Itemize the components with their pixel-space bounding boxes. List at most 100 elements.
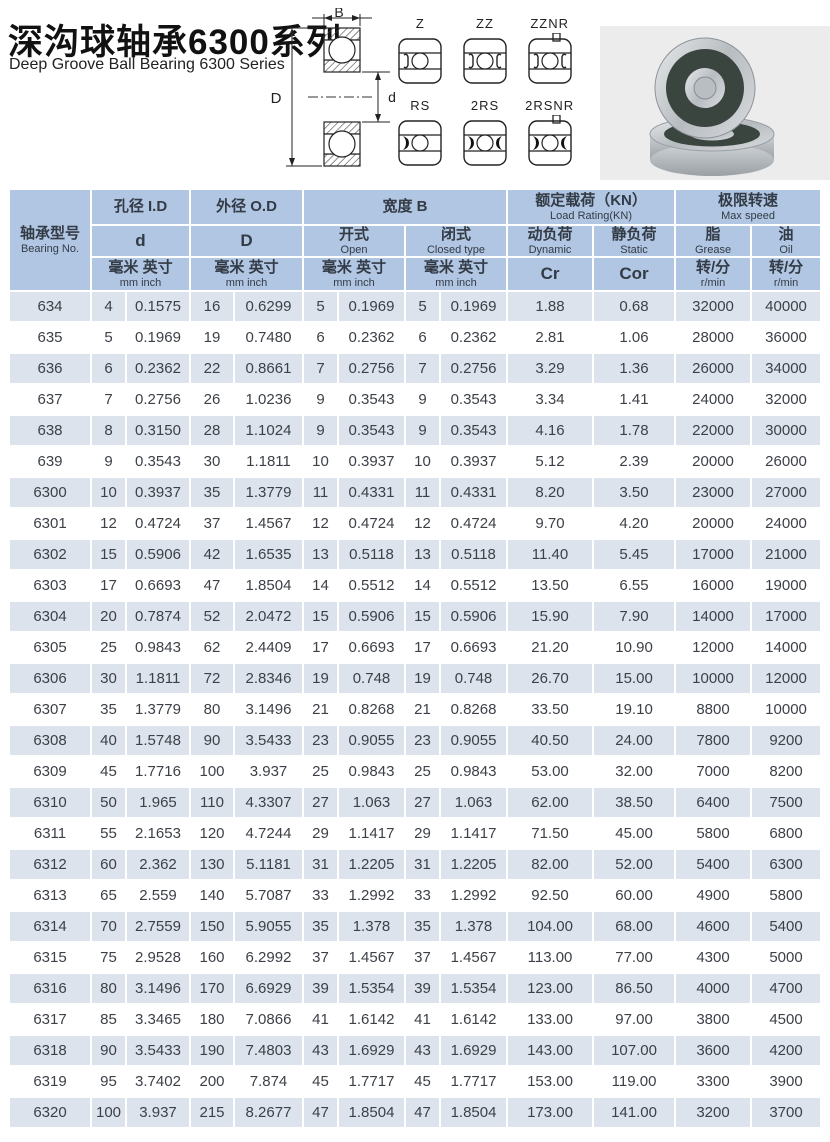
spec-cell: 14 bbox=[304, 571, 337, 600]
spec-cell: 7500 bbox=[752, 788, 821, 817]
header-cn: 转/分 bbox=[695, 259, 731, 276]
bearing-no-cell: 6315 bbox=[10, 943, 90, 972]
spec-cell: 9 bbox=[406, 385, 439, 414]
spec-cell: 6300 bbox=[752, 850, 821, 879]
header-en: Oil bbox=[779, 244, 793, 256]
spec-cell: 19 bbox=[191, 323, 233, 352]
spec-cell: 60.00 bbox=[594, 881, 675, 910]
spec-cell: 0.1969 bbox=[127, 323, 189, 352]
col-header-d: d bbox=[92, 226, 189, 256]
spec-cell: 20 bbox=[92, 602, 125, 631]
spec-cell: 1.7717 bbox=[339, 1067, 404, 1096]
spec-cell: 0.1969 bbox=[441, 292, 507, 321]
seal-type-label: ZZ bbox=[476, 16, 494, 31]
spec-cell: 16 bbox=[191, 292, 233, 321]
spec-cell: 9 bbox=[92, 447, 125, 476]
spec-cell: 1.5354 bbox=[339, 974, 404, 1003]
spec-cell: 43 bbox=[304, 1036, 337, 1065]
spec-cell: 3600 bbox=[676, 1036, 751, 1065]
spec-cell: 0.2756 bbox=[127, 385, 189, 414]
spec-cell: 0.748 bbox=[339, 664, 404, 693]
table-row: 6318 90 3.5433 190 7.4803 43 1.6929 43 1.6929 143… bbox=[10, 1036, 821, 1065]
spec-cell: 11 bbox=[406, 478, 439, 507]
spec-cell: 0.8661 bbox=[235, 354, 302, 383]
col-header-closed: 闭式 Closed type bbox=[406, 226, 507, 256]
spec-cell: 3.3465 bbox=[127, 1005, 189, 1034]
spec-cell: 35 bbox=[304, 912, 337, 941]
spec-cell: 21000 bbox=[752, 540, 821, 569]
spec-cell: 123.00 bbox=[508, 974, 593, 1003]
spec-cell: 80 bbox=[191, 695, 233, 724]
spec-cell: 80 bbox=[92, 974, 125, 1003]
spec-cell: 7 bbox=[304, 354, 337, 383]
bearing-no-cell: 6300 bbox=[10, 478, 90, 507]
spec-cell: 1.6535 bbox=[235, 540, 302, 569]
spec-cell: 133.00 bbox=[508, 1005, 593, 1034]
spec-cell: 45 bbox=[406, 1067, 439, 1096]
spec-cell: 3.937 bbox=[127, 1098, 189, 1127]
spec-cell: 26.70 bbox=[508, 664, 593, 693]
spec-cell: 7 bbox=[406, 354, 439, 383]
spec-cell: 1.4567 bbox=[441, 943, 507, 972]
dimension-B bbox=[312, 14, 372, 26]
header-en: r/min bbox=[700, 277, 726, 289]
bearing-no-cell: 6314 bbox=[10, 912, 90, 941]
spec-table-body: 634 4 0.1575 16 0.6299 5 0.1969 5 0.1969 1.88 0.68… bbox=[10, 292, 821, 1127]
spec-cell: 0.3543 bbox=[441, 416, 507, 445]
spec-cell: 4.7244 bbox=[235, 819, 302, 848]
bearing-no-cell: 6306 bbox=[10, 664, 90, 693]
spec-cell: 2.9528 bbox=[127, 943, 189, 972]
bearing-no-cell: 6318 bbox=[10, 1036, 90, 1065]
bearing-no-cell: 6320 bbox=[10, 1098, 90, 1127]
spec-cell: 25 bbox=[92, 633, 125, 662]
bearing-type-zznr-icon bbox=[527, 33, 572, 84]
spec-cell: 1.6142 bbox=[339, 1005, 404, 1034]
spec-cell: 40000 bbox=[752, 292, 821, 321]
spec-cell: 37 bbox=[406, 943, 439, 972]
table-row: 6309 45 1.7716 100 3.937 25 0.9843 25 0.9843 53.0… bbox=[10, 757, 821, 786]
bearing-no-cell: 639 bbox=[10, 447, 90, 476]
table-row: 635 5 0.1969 19 0.7480 6 0.2362 6 0.2362 2.81 1.06… bbox=[10, 323, 821, 352]
spec-cell: 92.50 bbox=[508, 881, 593, 910]
header-cn: 外径 O.D bbox=[216, 198, 277, 215]
bearing-no-cell: 6302 bbox=[10, 540, 90, 569]
spec-cell: 15 bbox=[92, 540, 125, 569]
spec-cell: 24000 bbox=[676, 385, 751, 414]
header-cn: 静负荷 bbox=[611, 226, 657, 243]
spec-cell: 0.9843 bbox=[339, 757, 404, 786]
seal-type-z: Z bbox=[390, 16, 451, 98]
spec-cell: 3700 bbox=[752, 1098, 821, 1127]
spec-cell: 17 bbox=[304, 633, 337, 662]
header-cn: 转/分 bbox=[768, 259, 804, 276]
spec-cell: 10.90 bbox=[594, 633, 675, 662]
spec-cell: 12000 bbox=[752, 664, 821, 693]
seal-type-2rs: 2RS bbox=[455, 98, 516, 180]
seal-type-rs: RS bbox=[390, 98, 451, 180]
spec-cell: 16000 bbox=[676, 571, 751, 600]
spec-cell: 21 bbox=[304, 695, 337, 724]
spec-cell: 28000 bbox=[676, 323, 751, 352]
spec-cell: 4 bbox=[92, 292, 125, 321]
spec-cell: 0.4724 bbox=[339, 509, 404, 538]
spec-cell: 2.1653 bbox=[127, 819, 189, 848]
seal-type-zznr: ZZNR bbox=[519, 16, 580, 98]
header-en: Load Rating(KN) bbox=[550, 210, 632, 222]
dimension-d bbox=[362, 71, 390, 123]
spec-cell: 1.6142 bbox=[441, 1005, 507, 1034]
spec-cell: 0.5906 bbox=[127, 540, 189, 569]
bearing-no-cell: 6319 bbox=[10, 1067, 90, 1096]
col-header-D: D bbox=[191, 226, 302, 256]
spec-cell: 130 bbox=[191, 850, 233, 879]
spec-cell: 2.0472 bbox=[235, 602, 302, 631]
spec-cell: 1.5748 bbox=[127, 726, 189, 755]
spec-cell: 20000 bbox=[676, 509, 751, 538]
spec-cell: 4000 bbox=[676, 974, 751, 1003]
seal-type-label: 2RSNR bbox=[525, 98, 575, 113]
col-header-units-closed: 毫米 英寸 mm inch bbox=[406, 258, 507, 290]
spec-cell: 53.00 bbox=[508, 757, 593, 786]
table-row: 634 4 0.1575 16 0.6299 5 0.1969 5 0.1969 1.88 0.68… bbox=[10, 292, 821, 321]
spec-cell: 113.00 bbox=[508, 943, 593, 972]
spec-cell: 90 bbox=[92, 1036, 125, 1065]
spec-cell: 100 bbox=[191, 757, 233, 786]
